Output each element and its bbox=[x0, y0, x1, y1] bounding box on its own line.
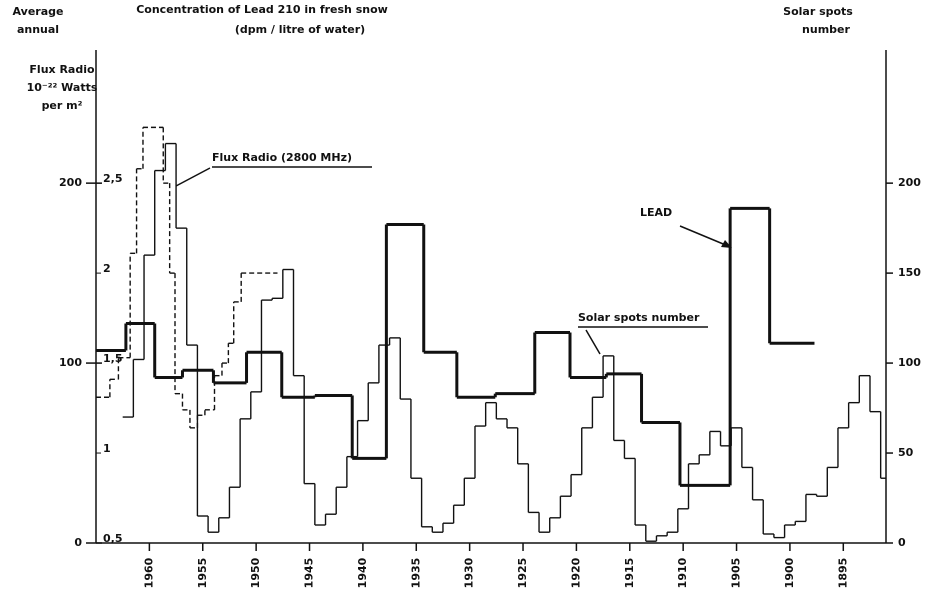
x-tick-label: 1925 bbox=[516, 558, 529, 589]
x-tick-label: 1920 bbox=[569, 557, 582, 588]
x-tick-label: 1960 bbox=[142, 557, 155, 588]
leader-line bbox=[679, 225, 729, 247]
leader-line bbox=[585, 329, 601, 355]
y2-tick-label: 50 bbox=[898, 446, 914, 459]
x-tick-label: 1945 bbox=[303, 558, 316, 589]
x-tick-label: 1905 bbox=[730, 558, 743, 589]
y3-tick-label: 2,5 bbox=[103, 172, 123, 185]
y-axis-label: Flux Radio bbox=[29, 63, 95, 76]
x-tick-label: 1940 bbox=[356, 557, 369, 588]
x-tick-label: 1915 bbox=[623, 558, 636, 589]
y-axis-label: 10⁻²² Watts bbox=[27, 81, 98, 94]
x-tick-label: 1950 bbox=[249, 557, 262, 588]
y2-tick-label: 0 bbox=[898, 536, 906, 549]
x-tick-label: 1910 bbox=[676, 557, 689, 588]
chart-title: Concentration of Lead 210 in fresh snow bbox=[136, 3, 388, 16]
y-axis-label: per m² bbox=[42, 99, 83, 112]
series-label: LEAD bbox=[640, 206, 672, 219]
y3-tick-label: 0,5 bbox=[103, 532, 123, 545]
y3-tick-label: 1,5 bbox=[103, 352, 123, 365]
x-tick-label: 1955 bbox=[196, 558, 209, 589]
corner-label: Average bbox=[13, 5, 64, 18]
x-tick-label: 1895 bbox=[836, 558, 849, 589]
y-tick-label: 100 bbox=[59, 356, 82, 369]
y2-tick-label: 100 bbox=[898, 356, 921, 369]
y3-tick-label: 1 bbox=[103, 442, 111, 455]
y2-axis-label: Solar spots bbox=[783, 5, 853, 18]
series-label: Flux Radio (2800 MHz) bbox=[212, 151, 352, 164]
x-tick-label: 1930 bbox=[463, 557, 476, 588]
x-tick-label: 1935 bbox=[409, 558, 422, 589]
y-tick-label: 200 bbox=[59, 176, 82, 189]
y-tick-label: 0 bbox=[74, 536, 82, 549]
y3-tick-label: 2 bbox=[103, 262, 111, 275]
leader-line bbox=[175, 167, 211, 187]
y2-axis-label: number bbox=[802, 23, 850, 36]
y2-tick-label: 150 bbox=[898, 266, 921, 279]
chart-subtitle: (dpm / litre of water) bbox=[235, 23, 365, 36]
y2-tick-label: 200 bbox=[898, 176, 921, 189]
corner-label: annual bbox=[17, 23, 59, 36]
series-label: Solar spots number bbox=[578, 311, 700, 324]
x-tick-label: 1900 bbox=[783, 557, 796, 588]
